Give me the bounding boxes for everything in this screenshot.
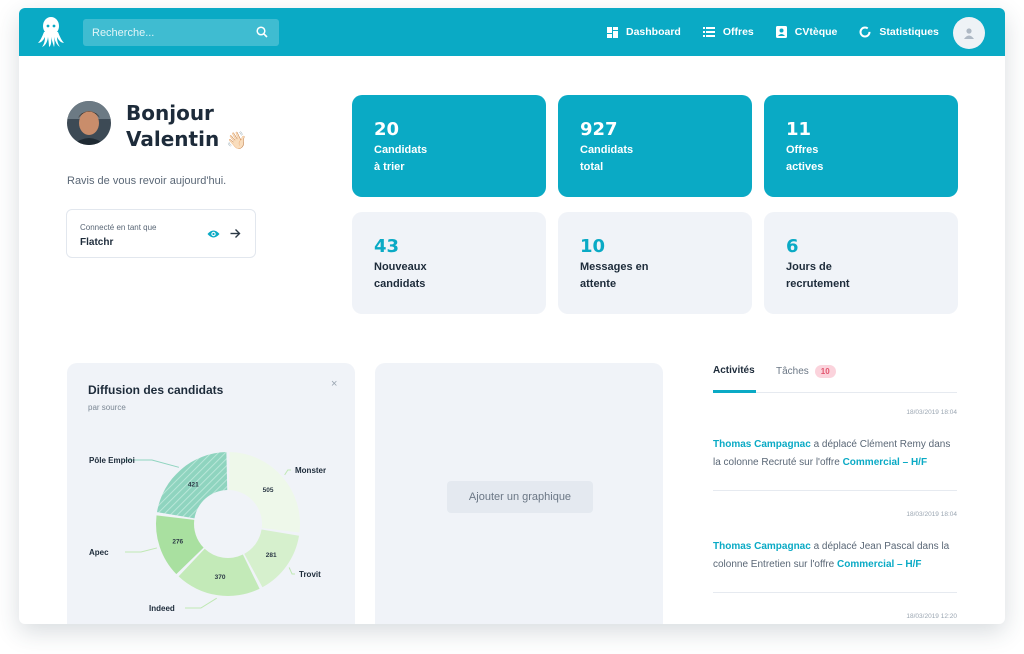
- stat-card-candidats-a-trier[interactable]: 20 Candidats à trier: [352, 95, 546, 197]
- close-icon[interactable]: ×: [331, 378, 338, 390]
- connected-as-card[interactable]: Connecté en tant que Flatchr: [66, 209, 256, 258]
- stat-label: Nouveaux candidats: [374, 261, 427, 290]
- nav-statistiques-label: Statistiques: [879, 26, 939, 38]
- activity-timestamp: 18/03/2019 18:04: [906, 409, 957, 416]
- diffusion-card: 505 Monster 281 Trovit 370 Indeed 276 Apec 421 Pô…: [67, 363, 355, 624]
- donut-value-label: 276: [172, 538, 183, 545]
- activity-user-link[interactable]: Thomas Campagnac: [713, 541, 811, 552]
- tab-activites[interactable]: Activités: [713, 365, 756, 393]
- dashboard-icon: [607, 26, 618, 38]
- donut-slice-indeed[interactable]: [178, 548, 260, 596]
- activity-item: 18/03/2019 18:04 Thomas Campagnac a dépl…: [713, 409, 957, 491]
- user-avatar-button[interactable]: [953, 17, 985, 49]
- donut-category-label: Trovit: [299, 570, 321, 579]
- donut-leader-line: [288, 567, 295, 575]
- tab-activites-label: Activités: [713, 365, 755, 376]
- stat-value: 6: [786, 236, 799, 257]
- activity-text: Thomas Campagnac a déplacé Jean Pascal d…: [713, 538, 957, 574]
- activity-description: a déplacé Clément Remy dans la colonne R…: [713, 439, 951, 468]
- stat-value: 43: [374, 236, 400, 257]
- add-chart-card: Ajouter un graphique: [375, 363, 663, 624]
- donut-value-label: 505: [263, 487, 274, 494]
- stat-card-candidats-total[interactable]: 927 Candidats total: [558, 95, 752, 197]
- nav-cvteque[interactable]: CVtèque: [775, 26, 838, 38]
- activity-timestamp: 18/03/2019 12:20: [906, 613, 957, 620]
- eye-icon[interactable]: [207, 229, 220, 239]
- nav-offres[interactable]: Offres: [702, 26, 754, 38]
- greeting-line2: Valentin: [126, 127, 220, 151]
- app-window: Dashboard Offres CVtèque: [19, 8, 1005, 624]
- top-bar: Dashboard Offres CVtèque: [19, 8, 1005, 56]
- user-icon: [964, 28, 974, 39]
- greeting-subtitle: Ravis de vous revoir aujourd'hui.: [67, 175, 227, 187]
- donut-value-label: 370: [215, 574, 226, 581]
- donut-value-label: 281: [266, 552, 277, 559]
- nav-cvteque-label: CVtèque: [794, 26, 838, 38]
- stat-card-messages-en-attente[interactable]: 10 Messages en attente: [558, 212, 752, 314]
- stat-value: 11: [786, 119, 812, 140]
- search-input[interactable]: [83, 19, 279, 46]
- donut-value-label: 421: [188, 481, 199, 488]
- stat-card-jours-de-recrutement[interactable]: 6 Jours de recrutement: [764, 212, 958, 314]
- donut-category-label: Indeed: [149, 604, 175, 613]
- profile-photo-image: [67, 101, 111, 145]
- stat-label: Candidats total: [580, 144, 634, 173]
- donut-slice-pôle-emploi[interactable]: [156, 452, 228, 519]
- wave-emoji: 👋🏻: [226, 131, 248, 151]
- greeting-line1: Bonjour: [126, 101, 214, 125]
- donut-leader-line: [284, 469, 291, 476]
- nav-offres-label: Offres: [722, 26, 754, 38]
- stat-label: Candidats à trier: [374, 144, 428, 173]
- stat-value: 927: [580, 119, 618, 140]
- tab-taches-label: Tâches: [776, 366, 809, 377]
- stat-card-offres-actives[interactable]: 11 Offres actives: [764, 95, 958, 197]
- add-chart-button[interactable]: Ajouter un graphique: [447, 481, 593, 513]
- list-icon: [702, 27, 715, 37]
- activity-timestamp: 18/03/2019 18:04: [906, 511, 957, 518]
- activity-text: Thomas Campagnac a déplacé Clément Remy …: [713, 436, 957, 472]
- donut-slice-trovit[interactable]: [244, 529, 300, 588]
- stat-card-nouveaux-candidats[interactable]: 43 Nouveaux candidats: [352, 212, 546, 314]
- donut-category-label: Pôle Emploi: [89, 456, 135, 465]
- stat-label: Offres actives: [786, 144, 824, 173]
- donut-slice-apec[interactable]: [156, 515, 204, 575]
- activity-offer-link[interactable]: Commercial – H/F: [842, 457, 928, 468]
- greeting-title: Bonjour Valentin 👋🏻: [126, 100, 247, 154]
- tab-taches[interactable]: Tâches 10: [776, 365, 836, 378]
- connected-as-value: Flatchr: [80, 237, 114, 248]
- donut-leader-line: [125, 459, 180, 468]
- connected-as-label: Connecté en tant que: [80, 223, 157, 232]
- stat-label: Messages en attente: [580, 261, 649, 290]
- activity-description: a déplacé Jean Pascal dans la colonne En…: [713, 541, 950, 570]
- donut-leader-line: [185, 597, 217, 609]
- donut-chart-icon: [859, 26, 871, 38]
- octopus-logo-icon[interactable]: [37, 16, 65, 48]
- nav-statistiques[interactable]: Statistiques: [859, 26, 939, 38]
- donut-chart: 505 Monster 281 Trovit 370 Indeed 276 Apec 421 Pô…: [89, 452, 326, 613]
- activity-item: 18/03/2019 18:04 Thomas Campagnac a dépl…: [713, 511, 957, 593]
- search-icon[interactable]: [256, 26, 268, 38]
- donut-category-label: Apec: [89, 548, 109, 557]
- donut-leader-line: [125, 547, 158, 553]
- tasks-count-badge: 10: [814, 365, 836, 378]
- main-nav: Dashboard Offres CVtèque: [607, 8, 961, 56]
- activity-offer-link[interactable]: Commercial – H/F: [837, 559, 922, 570]
- nav-dashboard[interactable]: Dashboard: [607, 26, 681, 38]
- arrow-right-icon[interactable]: [230, 228, 241, 239]
- nav-dashboard-label: Dashboard: [626, 26, 681, 38]
- activity-tabs: Activités Tâches 10: [713, 363, 957, 393]
- donut-category-label: Monster: [295, 466, 326, 475]
- contact-card-icon: [775, 26, 787, 38]
- diffusion-title: Diffusion des candidats: [88, 383, 224, 397]
- profile-photo: [67, 101, 111, 145]
- diffusion-subtitle: par source: [88, 403, 126, 412]
- donut-slice-monster[interactable]: [228, 452, 300, 533]
- activity-user-link[interactable]: Thomas Campagnac: [713, 439, 811, 450]
- search-box: [83, 19, 279, 46]
- stat-value: 20: [374, 119, 400, 140]
- stat-label: Jours de recrutement: [786, 261, 850, 290]
- stat-value: 10: [580, 236, 606, 257]
